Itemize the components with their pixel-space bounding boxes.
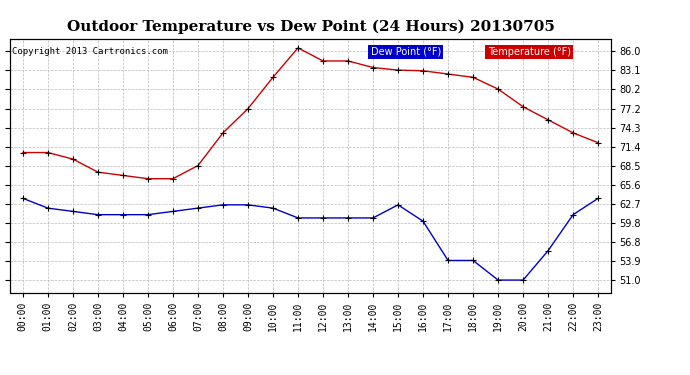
Text: Temperature (°F): Temperature (°F) [488,47,571,57]
Title: Outdoor Temperature vs Dew Point (24 Hours) 20130705: Outdoor Temperature vs Dew Point (24 Hou… [66,20,555,34]
Text: Dew Point (°F): Dew Point (°F) [371,47,441,57]
Text: Copyright 2013 Cartronics.com: Copyright 2013 Cartronics.com [12,47,168,56]
